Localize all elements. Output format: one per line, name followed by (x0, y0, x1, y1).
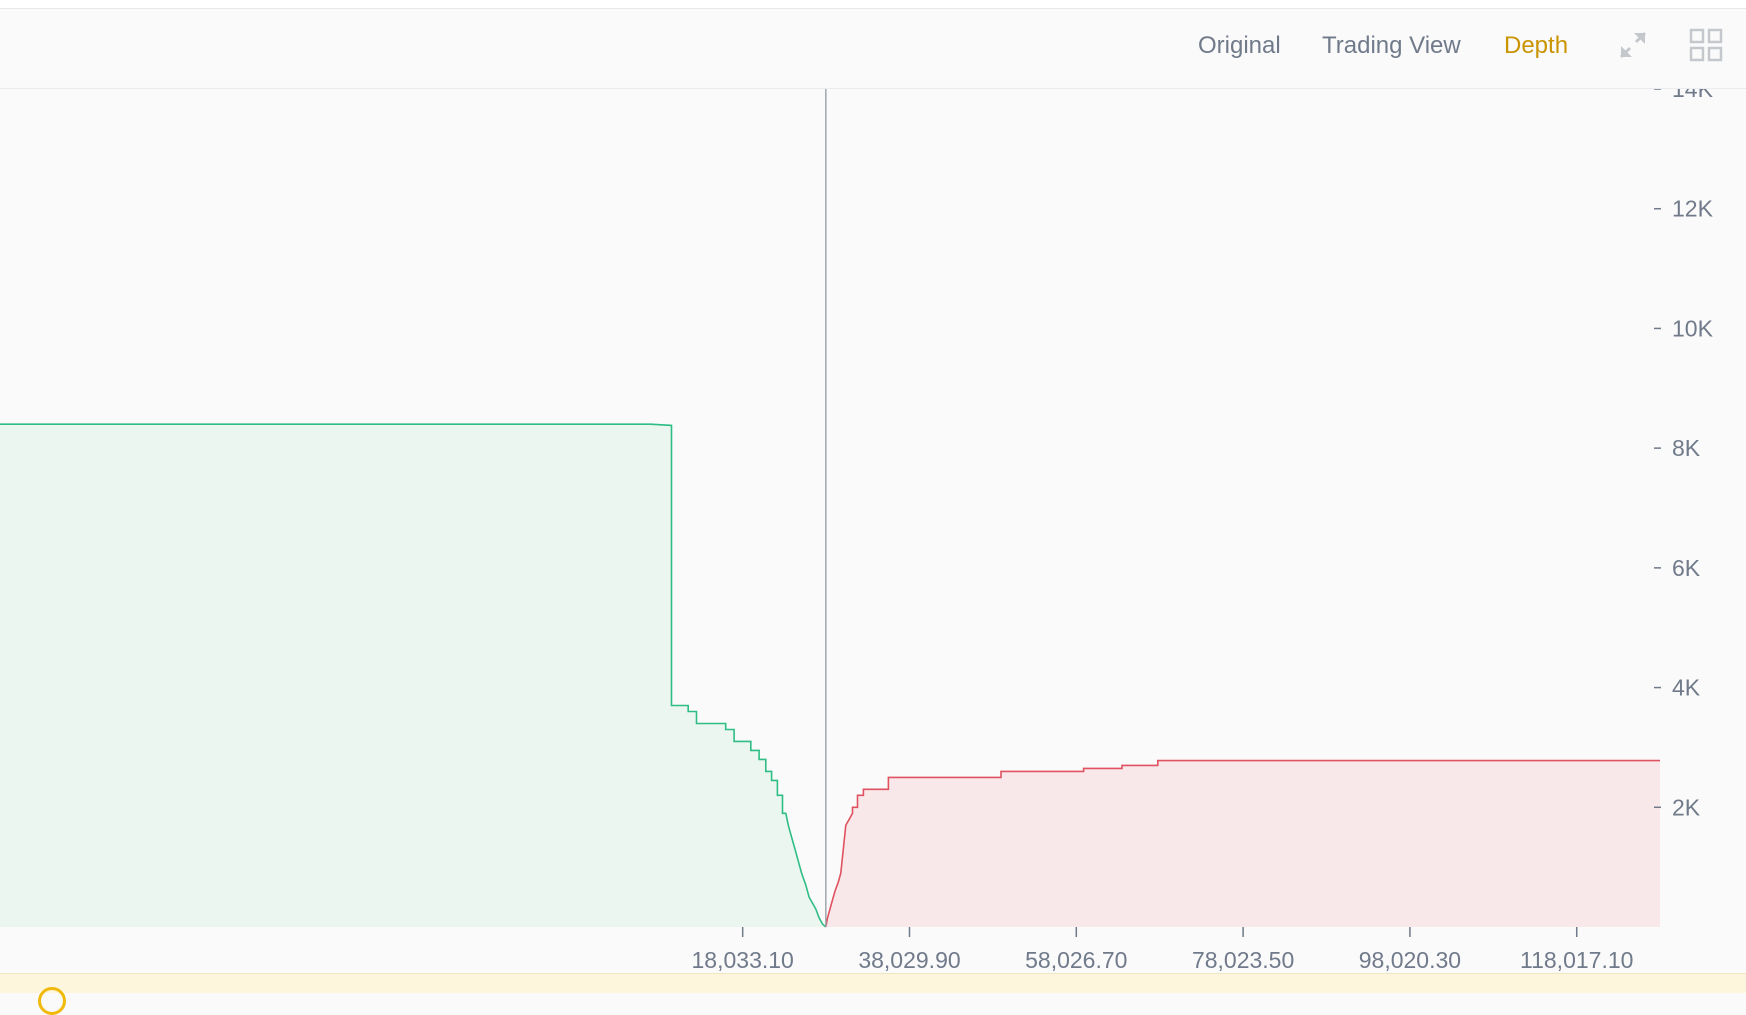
top-strip (0, 0, 1746, 9)
y-tick-label: 6K (1672, 555, 1701, 581)
x-tick-label: 118,017.10 (1520, 947, 1633, 973)
asks-line (825, 759, 1660, 928)
depth-chart: 2K 4K 6K 8K 10K 12K 14K 18,033.10 38,029.90 58,02… (0, 76, 1746, 973)
y-tick-label: 8K (1672, 435, 1701, 461)
tab-original[interactable]: Original (1198, 32, 1281, 59)
x-tick-label: 38,029.90 (858, 947, 960, 973)
y-tick-label: 4K (1672, 675, 1701, 701)
y-tick-label: 10K (1672, 315, 1714, 341)
x-tick-label: 78,023.50 (1192, 947, 1294, 973)
y-tick-label: 2K (1672, 794, 1701, 820)
tab-trading-view[interactable]: Trading View (1322, 32, 1461, 59)
y-tick-label: 14K (1672, 89, 1714, 102)
bids-area (0, 424, 826, 927)
bids-line (0, 423, 827, 928)
depth-chart-svg: 2K 4K 6K 8K 10K 12K 14K 18,033.10 38,029.90 58,02… (0, 76, 1714, 973)
asks-area (825, 760, 1660, 927)
chart-toolbar: Original Trading View Depth (0, 9, 1746, 89)
x-tick-label: 18,033.10 (692, 947, 794, 973)
x-tick-label: 98,020.30 (1359, 947, 1461, 973)
x-tick-label: 58,026.70 (1025, 947, 1127, 973)
y-tick-label: 12K (1672, 196, 1714, 222)
grid-layout-icon[interactable] (1688, 27, 1724, 63)
notice-bar (0, 973, 1746, 1015)
tab-depth[interactable]: Depth (1504, 32, 1569, 59)
warning-icon (38, 987, 66, 1015)
expand-icon[interactable] (1615, 27, 1651, 63)
